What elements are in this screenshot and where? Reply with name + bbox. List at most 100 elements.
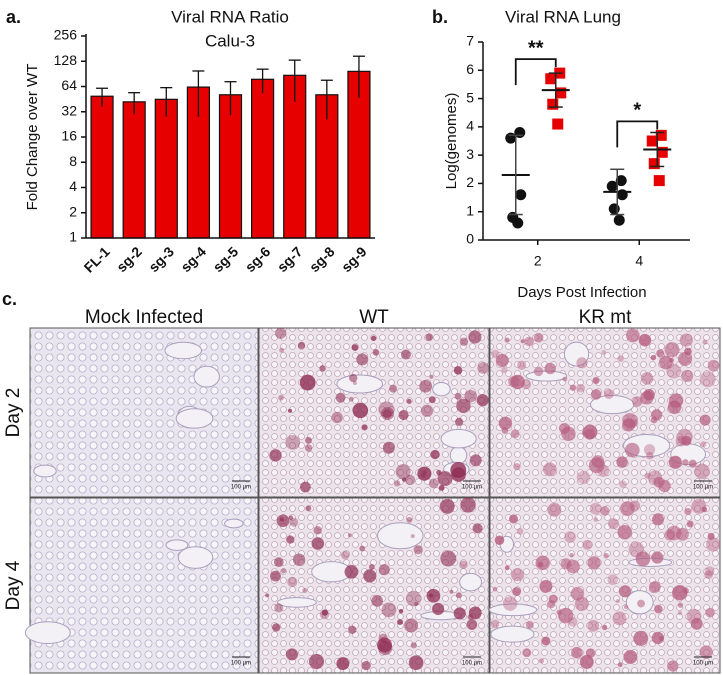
stain: [429, 374, 434, 379]
stain: [617, 355, 624, 362]
y-tick-label: 7: [466, 33, 474, 49]
stain: [544, 362, 556, 375]
point: [616, 189, 628, 201]
stain: [382, 441, 395, 454]
bar: [251, 78, 275, 239]
stain: [547, 502, 562, 517]
stain: [348, 625, 357, 634]
stain: [406, 516, 413, 523]
y-tick-label: 32: [61, 102, 77, 118]
stain: [672, 585, 688, 601]
stain: [582, 424, 598, 440]
x-tick-label: sg-9: [338, 243, 370, 275]
point: [545, 73, 557, 85]
stain: [704, 570, 713, 579]
stain: [650, 354, 657, 361]
stain: [272, 623, 281, 632]
stain: [651, 631, 665, 645]
stain: [455, 417, 464, 426]
error-bar: [96, 87, 109, 107]
stain: [520, 339, 525, 344]
y-tick-label: 1: [69, 229, 77, 245]
stain: [410, 534, 415, 539]
stain: [702, 339, 708, 345]
stain: [624, 442, 640, 458]
point: [656, 146, 668, 158]
stain: [707, 532, 715, 540]
airway: [440, 429, 477, 449]
stain: [535, 555, 550, 571]
stain: [538, 658, 545, 664]
airway: [377, 522, 424, 550]
stain: [417, 466, 432, 481]
stain: [612, 611, 627, 626]
significance-label: *: [633, 100, 641, 122]
stain: [645, 451, 654, 460]
stain: [492, 586, 498, 592]
stain: [363, 569, 377, 583]
stain: [666, 525, 682, 541]
stain: [684, 507, 692, 516]
airway: [563, 341, 590, 367]
x-tick-label: sg-6: [242, 243, 274, 275]
stain: [370, 335, 377, 341]
micrograph: 100 µm: [258, 327, 490, 498]
stain: [571, 646, 583, 659]
bar: [122, 101, 146, 239]
stain: [587, 556, 601, 570]
airway: [224, 518, 244, 529]
airway: [336, 374, 384, 394]
stain: [395, 464, 411, 480]
stain: [510, 429, 520, 439]
point: [655, 129, 667, 141]
stain: [278, 394, 285, 401]
stain: [588, 457, 605, 474]
stain: [619, 480, 627, 489]
stain: [405, 590, 422, 607]
stain: [581, 430, 587, 436]
error-bar: [224, 81, 237, 116]
stain: [688, 459, 697, 468]
stain: [336, 657, 350, 671]
y-tick-label: 16: [61, 128, 77, 144]
stain: [270, 570, 281, 582]
airway: [177, 546, 214, 569]
stain: [681, 369, 694, 383]
stain: [694, 463, 710, 480]
stain: [533, 366, 544, 377]
stain: [468, 330, 482, 344]
stain: [419, 379, 433, 393]
stain: [644, 472, 651, 479]
stain: [667, 660, 679, 672]
bar: [90, 95, 114, 239]
stain: [564, 531, 576, 543]
stain: [620, 501, 635, 516]
stain: [690, 617, 703, 630]
micrograph: 100 µm: [488, 497, 721, 674]
stain: [589, 502, 602, 515]
stain: [686, 608, 702, 624]
stain: [401, 477, 407, 482]
stain: [269, 449, 282, 462]
stain: [347, 533, 352, 538]
stain: [348, 396, 354, 402]
stain: [468, 606, 482, 620]
stain: [504, 337, 510, 343]
micrograph: 100 µm: [24, 497, 259, 674]
stain: [490, 619, 500, 629]
stain: [502, 596, 518, 611]
stain: [625, 328, 640, 343]
stain: [501, 366, 508, 374]
stain: [285, 435, 301, 450]
point: [608, 203, 620, 215]
stain: [265, 593, 270, 598]
stain: [414, 601, 419, 606]
stain: [704, 566, 715, 577]
stain: [305, 505, 312, 512]
point: [505, 132, 517, 144]
stain: [569, 552, 574, 558]
stain: [477, 362, 489, 374]
stain: [351, 344, 359, 351]
stain: [299, 481, 311, 493]
stain: [331, 411, 343, 424]
